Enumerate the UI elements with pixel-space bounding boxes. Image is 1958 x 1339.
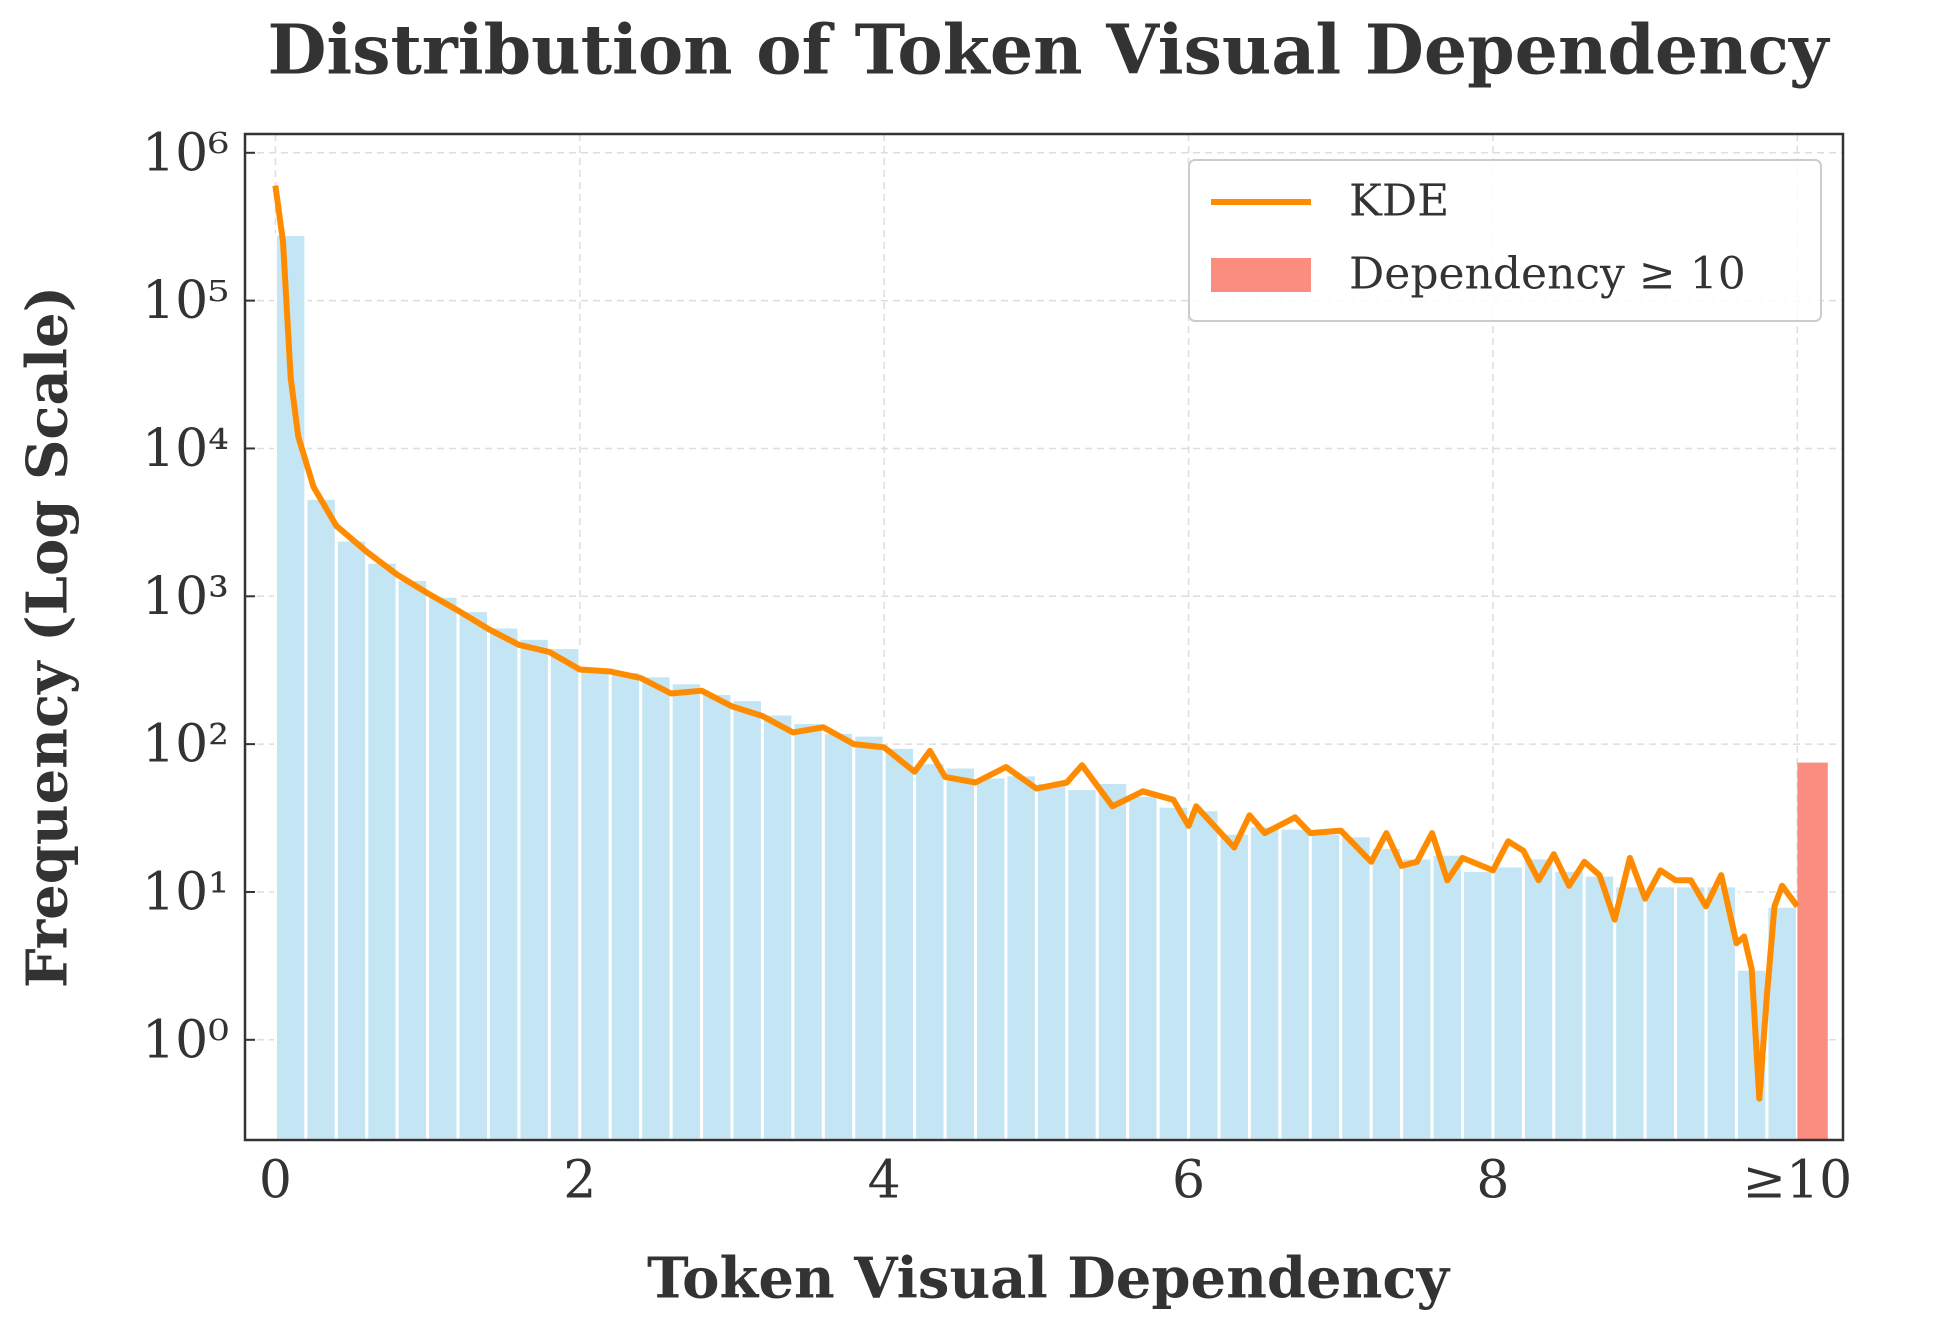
y-axis-label: Frequency (Log Scale) [15,286,81,988]
bar [669,681,704,1142]
x-axis-label: Token Visual Dependency [647,1246,1451,1312]
x-tick-label: 2 [563,1151,596,1211]
bar [395,577,430,1142]
x-tick-label: ≥10 [1742,1151,1852,1211]
y-tick-label: 10⁵ [142,271,229,331]
y-tick-label: 10² [142,715,229,775]
bar [639,674,673,1142]
bar [1400,856,1434,1142]
bar [1461,868,1495,1142]
bar [882,745,917,1142]
x-tick-label: 8 [1476,1151,1509,1211]
bar [608,669,643,1142]
bar [1034,781,1069,1142]
y-tick-label: 10⁴ [142,419,229,479]
bar [1095,781,1130,1142]
bar [365,560,399,1142]
y-tick-label: 10⁶ [142,123,229,183]
overflow-bar [1797,762,1828,1140]
bar [426,594,460,1142]
bar [913,761,947,1142]
bar [456,609,491,1142]
bar [1674,884,1708,1142]
legend-label: Dependency ≥ 10 [1349,249,1746,300]
bar [1643,884,1678,1142]
bar [1552,868,1586,1142]
legend-label: KDE [1349,176,1449,227]
bar [700,692,734,1142]
bar [1247,824,1282,1142]
legend-box [1188,159,1822,322]
y-tick-label: 10⁰ [142,1010,229,1070]
bar [1187,808,1221,1142]
legend-swatch [1211,258,1311,292]
bar [1521,856,1556,1142]
bar [1308,831,1343,1142]
bar [1369,845,1404,1142]
bar [547,646,582,1142]
bar [760,712,795,1142]
bar [1065,787,1099,1142]
bar [334,538,369,1142]
bar [1217,831,1251,1142]
x-tick-label: 4 [868,1151,901,1211]
bar [1126,793,1160,1142]
bar [1430,852,1465,1142]
bar [487,625,521,1142]
chart-title: Distribution of Token Visual Dependency [267,11,1831,91]
bar [1156,804,1191,1142]
bar [1339,834,1373,1142]
kde-line [272,185,1800,1102]
bar [852,733,886,1142]
bar [517,636,551,1142]
x-tick-label: 6 [1172,1151,1205,1211]
bar [1491,864,1525,1142]
bar [974,775,1008,1142]
y-tick-label: 10¹ [142,862,229,922]
bar [1613,884,1647,1142]
bar [578,665,612,1142]
bar [821,730,856,1142]
y-tick-label: 10³ [142,567,229,627]
bar [1278,826,1312,1142]
bar [1004,773,1038,1142]
bar [791,721,825,1142]
plot-frame [243,132,1845,1142]
bar [730,698,764,1142]
legend: KDE Dependency ≥ 10 [1188,159,1822,322]
bar [943,765,978,1142]
bar [304,496,338,1142]
x-tick-label: 0 [259,1151,292,1211]
